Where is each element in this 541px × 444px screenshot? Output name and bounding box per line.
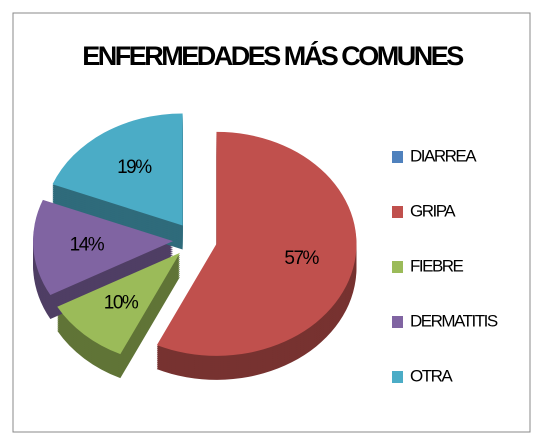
legend-label: GRIPA (410, 201, 456, 220)
slice (52, 113, 183, 226)
legend-label: DIARREA (410, 146, 477, 165)
data-label: 19% (117, 157, 152, 178)
legend-swatch (392, 151, 403, 163)
chart-title: ENFERMEDADES MÁS COMUNES (82, 40, 463, 71)
slice (156, 131, 357, 356)
slice (33, 199, 174, 296)
data-label: 14% (70, 234, 105, 255)
legend-swatch (392, 261, 403, 273)
legend-swatch (392, 371, 403, 383)
legend-swatch (392, 316, 403, 328)
legend-label: OTRA (410, 366, 453, 385)
legend-label: FIEBRE (410, 256, 464, 275)
legend-swatch (392, 206, 403, 218)
data-label: 10% (104, 292, 139, 313)
slice (57, 252, 180, 355)
legend-label: DERMATITIS (410, 311, 498, 330)
data-label: 57% (284, 248, 319, 269)
